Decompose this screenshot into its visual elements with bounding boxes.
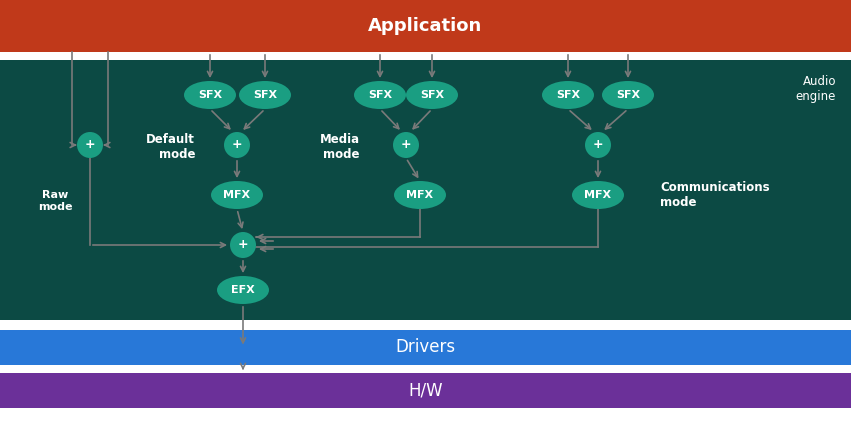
Text: Media
mode: Media mode xyxy=(320,133,360,161)
Text: +: + xyxy=(237,239,248,252)
Ellipse shape xyxy=(572,181,624,209)
Ellipse shape xyxy=(602,81,654,109)
Ellipse shape xyxy=(406,81,458,109)
Text: Drivers: Drivers xyxy=(396,339,455,357)
Text: SFX: SFX xyxy=(198,90,222,100)
Text: Application: Application xyxy=(368,17,483,35)
Bar xyxy=(0,330,851,365)
Text: SFX: SFX xyxy=(420,90,444,100)
Text: SFX: SFX xyxy=(253,90,277,100)
Circle shape xyxy=(224,132,250,158)
Bar xyxy=(0,373,851,408)
Circle shape xyxy=(585,132,611,158)
Text: +: + xyxy=(85,139,95,152)
Text: Communications
mode: Communications mode xyxy=(660,181,769,209)
Text: MFX: MFX xyxy=(407,190,433,200)
Text: SFX: SFX xyxy=(616,90,640,100)
Circle shape xyxy=(393,132,419,158)
Ellipse shape xyxy=(184,81,236,109)
Text: MFX: MFX xyxy=(224,190,250,200)
Circle shape xyxy=(77,132,103,158)
Text: Raw
mode: Raw mode xyxy=(37,190,72,212)
Text: EFX: EFX xyxy=(231,285,255,295)
Bar xyxy=(0,0,851,52)
Text: Audio
engine: Audio engine xyxy=(796,75,836,103)
Text: SFX: SFX xyxy=(368,90,392,100)
Ellipse shape xyxy=(394,181,446,209)
Bar xyxy=(0,60,851,320)
Ellipse shape xyxy=(542,81,594,109)
Text: SFX: SFX xyxy=(556,90,580,100)
Text: H/W: H/W xyxy=(408,382,443,399)
Text: MFX: MFX xyxy=(585,190,612,200)
Ellipse shape xyxy=(354,81,406,109)
Ellipse shape xyxy=(239,81,291,109)
Text: Default
mode: Default mode xyxy=(146,133,195,161)
Ellipse shape xyxy=(217,276,269,304)
Text: +: + xyxy=(231,139,243,152)
Text: +: + xyxy=(401,139,411,152)
Text: +: + xyxy=(592,139,603,152)
Ellipse shape xyxy=(211,181,263,209)
Circle shape xyxy=(230,232,256,258)
